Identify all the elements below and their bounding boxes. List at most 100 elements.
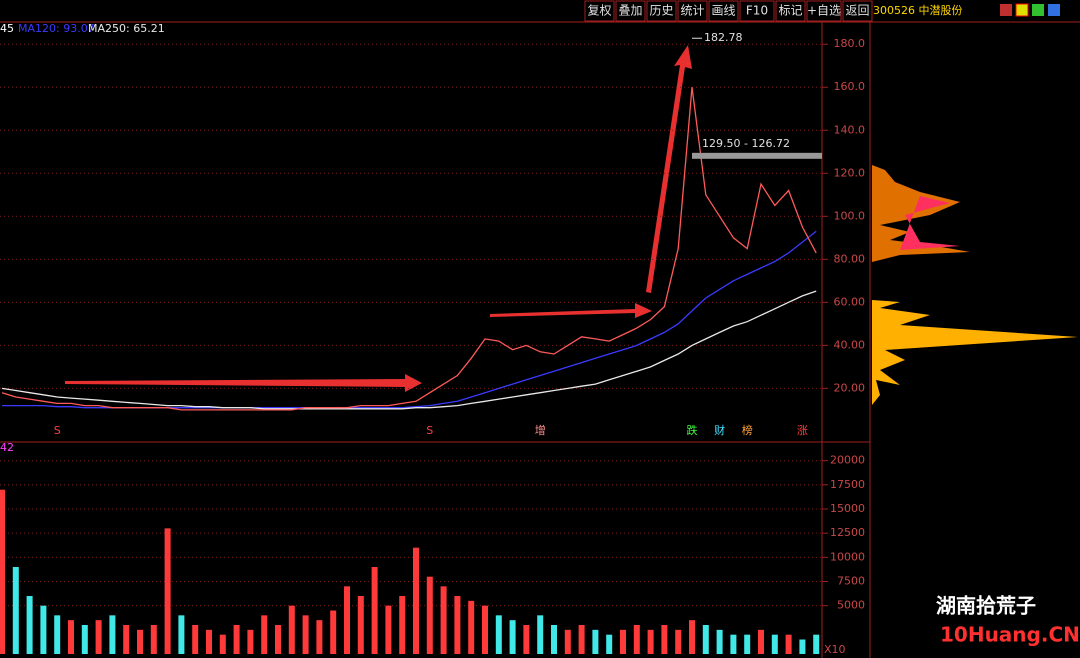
- arrows: [65, 45, 692, 392]
- legend-entry: MA250: 65.21: [88, 22, 165, 35]
- y-tick-label: 10000: [830, 550, 865, 563]
- toolbar-label[interactable]: 复权: [587, 4, 611, 18]
- icon[interactable]: [1000, 4, 1012, 16]
- event-marker: S: [54, 424, 61, 437]
- toolbar: 复权 叠加 历史 统计 画线 F10 标记 +自选 返回: [584, 0, 873, 22]
- event-marker: 涨: [797, 424, 808, 437]
- y-tick-label: 180.0: [834, 37, 866, 50]
- volume-bar: [647, 629, 654, 654]
- arrow: [490, 303, 652, 318]
- volume-bar: [716, 629, 723, 654]
- volume-bar: [564, 629, 571, 654]
- volume-bar: [178, 615, 185, 654]
- y-tick-label: 40.00: [834, 338, 866, 351]
- volume-bar: [247, 629, 254, 654]
- event-marker: 跌: [687, 423, 698, 437]
- volume-bar: [385, 605, 392, 654]
- volume-bar: [344, 586, 350, 654]
- volume-bar: [275, 625, 281, 654]
- volume-bar: [482, 605, 488, 654]
- toolbar-button[interactable]: [708, 0, 739, 22]
- volume-bar: [661, 625, 668, 654]
- volume-bar: [509, 620, 516, 654]
- y-tick-label: 160.0: [834, 80, 866, 93]
- volume-bar: [68, 620, 74, 654]
- toolbar-button[interactable]: [775, 0, 806, 22]
- toolbar-label[interactable]: 返回: [845, 4, 869, 18]
- volume-bar: [164, 528, 171, 654]
- volume-bar: [219, 634, 226, 654]
- volume-bar: [0, 489, 5, 654]
- volume-bar: [592, 629, 599, 654]
- volume-bar: [413, 547, 419, 654]
- toolbar-label[interactable]: F10: [746, 4, 768, 18]
- volume-bar: [620, 629, 626, 654]
- volume-bar: [40, 605, 47, 654]
- volume-bar: [771, 634, 778, 654]
- volume-bar: [744, 634, 751, 654]
- toolbar-label[interactable]: 叠加: [618, 4, 642, 18]
- icon[interactable]: [1032, 4, 1044, 16]
- toolbar-button[interactable]: [739, 0, 775, 22]
- volume-bar: [785, 634, 792, 654]
- volume-profile: [872, 300, 1078, 405]
- volume-bar: [633, 625, 640, 654]
- volume-bar: [95, 620, 102, 654]
- y-tick-label: 100.0: [834, 209, 866, 222]
- volume-bar: [26, 596, 33, 654]
- volume-bar: [702, 625, 709, 654]
- volume-bar: [399, 596, 406, 654]
- toolbar-button[interactable]: [584, 0, 615, 22]
- y-tick-label: 7500: [837, 575, 865, 588]
- volume-bar: [537, 615, 544, 654]
- toolbar-button[interactable]: [646, 0, 677, 22]
- arrow: [646, 45, 692, 293]
- volume-bar: [137, 629, 143, 654]
- volume-bar: [551, 625, 557, 654]
- toolbar-label[interactable]: 画线: [711, 4, 735, 18]
- volume-bar: [606, 634, 613, 654]
- toolbar-label[interactable]: +自选: [807, 4, 841, 18]
- volume-bar: [302, 615, 309, 654]
- toolbar-label[interactable]: 历史: [649, 4, 673, 18]
- volume-bar: [123, 625, 130, 654]
- volume-bar: [357, 596, 364, 654]
- volume-bar: [261, 615, 268, 654]
- toolbar-button[interactable]: [806, 0, 842, 22]
- unit-label: X10: [824, 643, 846, 656]
- volume-bar: [371, 567, 378, 654]
- icon[interactable]: [1015, 3, 1029, 17]
- volume-bar: [330, 610, 337, 654]
- y-tick-label: 12500: [830, 526, 865, 539]
- volume-bar: [675, 629, 682, 654]
- toolbar-label[interactable]: 统计: [680, 4, 704, 18]
- event-marker: 财: [714, 423, 725, 437]
- toolbar-label[interactable]: 标记: [778, 4, 802, 18]
- volume-bar: [813, 634, 820, 654]
- volume-bar: [206, 629, 212, 654]
- toolbar-button[interactable]: [615, 0, 646, 22]
- event-marker: S: [426, 424, 433, 437]
- volume-bar: [758, 629, 764, 654]
- arrow: [65, 374, 422, 392]
- y-tick-label: 17500: [830, 478, 865, 491]
- toolbar-button[interactable]: [677, 0, 708, 22]
- volume-bar: [440, 586, 447, 654]
- volume-profile: [872, 165, 970, 262]
- ma-line: [1, 290, 817, 410]
- volume-bar: [689, 620, 695, 654]
- range-label: 129.50 - 126.72: [702, 137, 790, 150]
- volume-bar: [150, 625, 157, 654]
- y-tick-label: 120.0: [834, 166, 866, 179]
- volume-bar: [316, 620, 323, 654]
- peak-label: 182.78: [704, 31, 743, 44]
- y-tick-label: 80.00: [834, 252, 866, 265]
- panel-title: 42: [0, 441, 14, 454]
- volume-bar: [426, 576, 433, 654]
- y-tick-label: 140.0: [834, 123, 866, 136]
- icon[interactable]: [1048, 4, 1060, 16]
- toolbar-button[interactable]: [842, 0, 873, 22]
- price-line: [1, 87, 817, 411]
- watermark: 10Huang.CN: [940, 623, 1080, 647]
